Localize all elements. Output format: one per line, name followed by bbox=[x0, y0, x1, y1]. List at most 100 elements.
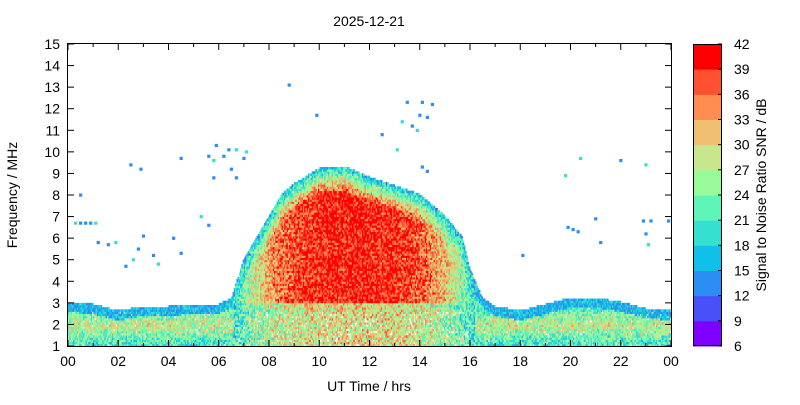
heatmap-cell bbox=[113, 309, 115, 312]
heatmap-cell bbox=[91, 315, 94, 319]
heatmap-cell bbox=[176, 313, 178, 317]
heatmap-cell bbox=[76, 341, 79, 345]
heatmap-cell bbox=[99, 339, 102, 343]
heatmap-cell bbox=[173, 328, 176, 332]
heatmap-cell bbox=[172, 305, 174, 308]
heatmap-cell bbox=[108, 317, 110, 321]
heatmap-cell bbox=[85, 337, 88, 340]
heatmap-cell bbox=[96, 305, 99, 308]
heatmap-cell bbox=[116, 311, 119, 315]
heatmap-cell bbox=[169, 330, 172, 334]
heatmap-cell bbox=[171, 322, 173, 325]
heatmap-cell bbox=[169, 339, 172, 343]
heatmap-cell bbox=[134, 313, 137, 317]
heatmap-cell bbox=[90, 339, 93, 343]
heatmap-cell bbox=[184, 311, 187, 315]
heatmap-cell bbox=[162, 333, 164, 336]
heatmap-cell bbox=[201, 311, 203, 315]
heatmap-cell bbox=[192, 307, 195, 310]
heatmap-cell bbox=[94, 339, 97, 343]
heatmap-cell bbox=[143, 337, 146, 340]
heatmap-cell bbox=[130, 335, 133, 338]
heatmap-cell bbox=[164, 330, 167, 334]
heatmap-cell bbox=[106, 311, 109, 315]
heatmap-cell bbox=[197, 339, 200, 343]
heatmap-cell bbox=[103, 320, 105, 323]
heatmap-cell bbox=[184, 343, 187, 347]
heatmap-cell bbox=[134, 328, 137, 332]
heatmap-cell bbox=[100, 322, 103, 325]
heatmap-cell bbox=[201, 337, 203, 340]
heatmap-cell bbox=[85, 324, 88, 327]
heatmap-cell bbox=[75, 328, 78, 332]
heatmap-cell bbox=[127, 313, 129, 317]
heatmap-cell bbox=[109, 315, 112, 319]
heatmap-cell bbox=[204, 335, 207, 338]
heatmap-cell bbox=[130, 317, 133, 321]
heatmap-cell bbox=[139, 311, 142, 315]
heatmap-cell bbox=[139, 317, 142, 321]
heatmap-cell bbox=[201, 330, 203, 334]
heatmap-cell bbox=[110, 341, 113, 345]
heatmap-cell bbox=[76, 335, 79, 338]
heatmap-cell bbox=[169, 320, 172, 323]
heatmap-cell bbox=[118, 333, 120, 336]
heatmap-cell bbox=[169, 305, 172, 308]
heatmap-cell bbox=[85, 315, 88, 319]
heatmap-cell bbox=[106, 333, 109, 336]
heatmap-cell bbox=[88, 317, 90, 321]
heatmap-cell bbox=[176, 333, 178, 336]
heatmap-cell bbox=[196, 311, 198, 315]
heatmap-cell bbox=[154, 311, 157, 315]
heatmap-cell bbox=[123, 341, 125, 345]
heatmap-cell bbox=[154, 320, 157, 323]
heatmap-cell bbox=[135, 335, 138, 338]
heatmap-cell bbox=[106, 322, 109, 325]
heatmap-cell bbox=[113, 311, 115, 315]
heatmap-cell bbox=[197, 335, 200, 338]
heatmap-cell bbox=[79, 341, 81, 345]
heatmap-cell bbox=[108, 324, 110, 327]
heatmap-cell bbox=[95, 343, 98, 347]
heatmap-cell bbox=[98, 343, 100, 347]
heatmap-cell bbox=[154, 309, 157, 312]
heatmap-cell bbox=[104, 337, 107, 340]
heatmap-cell bbox=[130, 309, 133, 312]
heatmap-cell bbox=[169, 337, 172, 340]
heatmap-cell bbox=[153, 313, 156, 317]
heatmap-cell bbox=[138, 341, 141, 345]
heatmap-cell bbox=[124, 322, 127, 325]
heatmap-cell bbox=[191, 333, 193, 336]
heatmap-cell bbox=[150, 320, 153, 323]
heatmap-cell bbox=[96, 313, 99, 317]
heatmap-cell bbox=[167, 333, 169, 336]
heatmap-cell bbox=[157, 328, 159, 332]
heatmap-cell bbox=[114, 330, 117, 334]
heatmap-cell bbox=[130, 330, 133, 334]
heatmap-cell bbox=[120, 341, 123, 345]
heatmap-cell bbox=[172, 326, 174, 330]
heatmap-cell bbox=[123, 328, 125, 332]
heatmap-cell bbox=[88, 320, 90, 323]
heatmap-cell bbox=[197, 307, 200, 310]
heatmap-cell bbox=[197, 313, 200, 317]
heatmap-cell bbox=[80, 335, 83, 338]
heatmap-cell bbox=[96, 322, 99, 325]
heatmap-cell bbox=[171, 343, 173, 347]
heatmap-cell bbox=[140, 315, 143, 319]
heatmap-cell bbox=[84, 313, 86, 317]
heatmap-cell bbox=[128, 313, 130, 317]
heatmap-cell bbox=[135, 339, 138, 343]
heatmap-cell bbox=[116, 317, 119, 321]
heatmap-cell bbox=[119, 309, 122, 312]
heatmap-cell bbox=[145, 339, 148, 343]
heatmap-cell bbox=[111, 324, 114, 327]
heatmap-cell bbox=[118, 324, 120, 327]
heatmap-cell bbox=[106, 330, 109, 334]
heatmap-cell bbox=[182, 326, 184, 330]
heatmap-cell bbox=[202, 315, 205, 319]
heatmap-cell bbox=[68, 335, 70, 338]
heatmap-cell bbox=[187, 317, 189, 321]
heatmap-cell bbox=[115, 313, 118, 317]
heatmap-cell bbox=[103, 309, 105, 312]
